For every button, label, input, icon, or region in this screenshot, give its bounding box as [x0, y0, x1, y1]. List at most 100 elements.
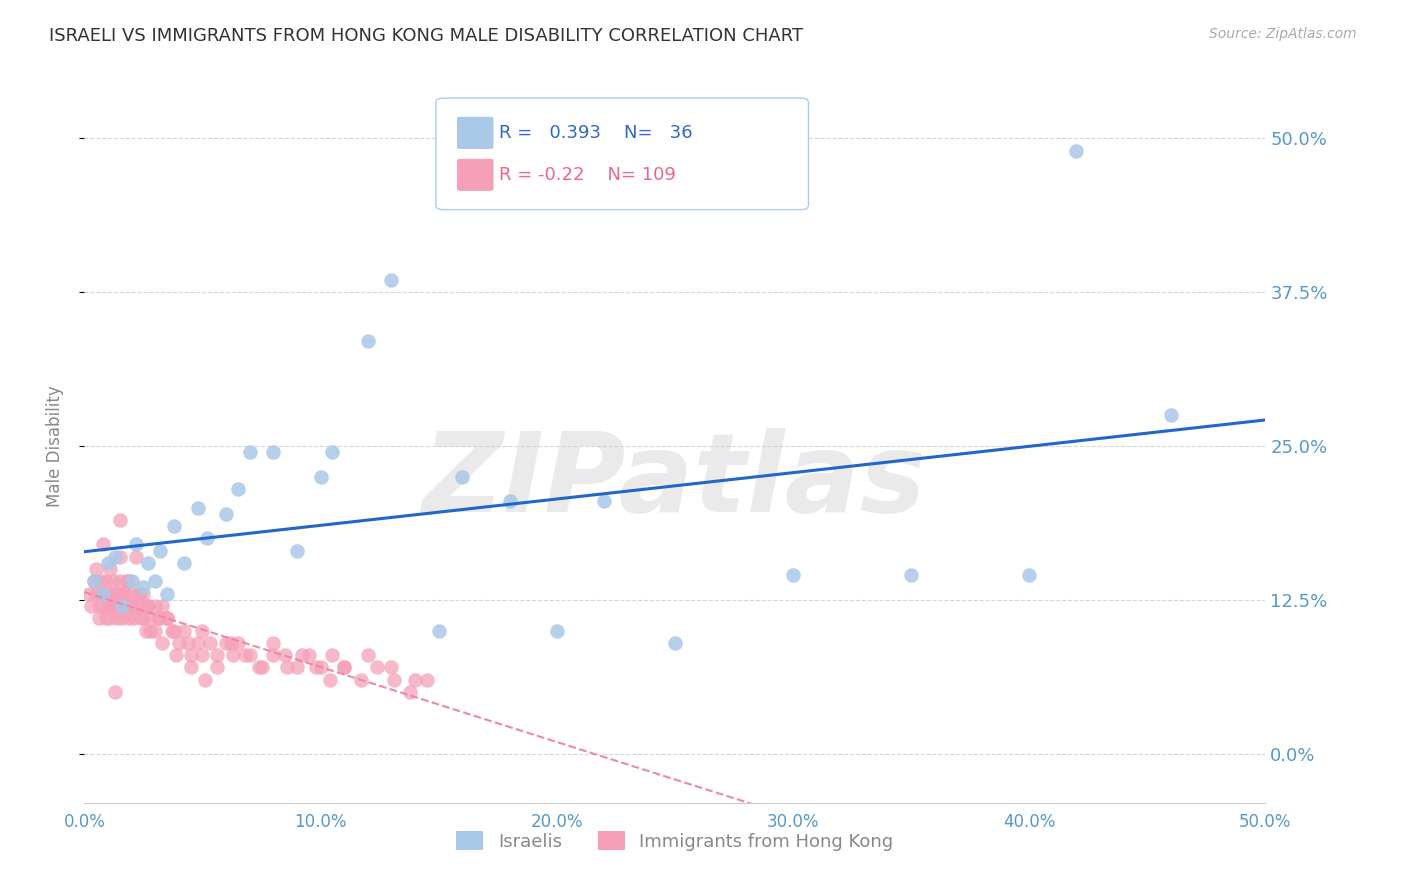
- Point: [1018, 568, 1040, 582]
- Point: [239, 648, 262, 662]
- Point: [111, 599, 134, 613]
- Point: [121, 599, 143, 613]
- Point: [149, 543, 172, 558]
- Point: [143, 599, 166, 613]
- Legend: Israelis, Immigrants from Hong Kong: Israelis, Immigrants from Hong Kong: [449, 824, 901, 858]
- Point: [380, 273, 402, 287]
- Point: [111, 587, 134, 601]
- Point: [128, 587, 150, 601]
- Point: [593, 494, 616, 508]
- Point: [94, 574, 117, 589]
- Point: [215, 507, 238, 521]
- Point: [1066, 144, 1088, 158]
- Point: [83, 574, 105, 589]
- Point: [91, 599, 114, 613]
- Point: [97, 599, 120, 613]
- Point: [122, 611, 145, 625]
- Point: [226, 636, 249, 650]
- Point: [156, 587, 179, 601]
- Point: [108, 549, 131, 564]
- Point: [309, 660, 332, 674]
- Point: [187, 636, 209, 650]
- Point: [333, 660, 356, 674]
- Point: [498, 494, 520, 508]
- Point: [262, 648, 284, 662]
- Point: [321, 648, 343, 662]
- Point: [104, 549, 127, 564]
- Point: [115, 574, 138, 589]
- Point: [180, 660, 202, 674]
- Point: [305, 660, 328, 674]
- Point: [298, 648, 321, 662]
- Point: [132, 581, 155, 595]
- Point: [94, 611, 117, 625]
- Point: [226, 482, 249, 496]
- Point: [250, 660, 273, 674]
- Point: [84, 587, 107, 601]
- Text: R =   0.393    N=   36: R = 0.393 N= 36: [499, 124, 693, 142]
- Text: Source: ZipAtlas.com: Source: ZipAtlas.com: [1209, 27, 1357, 41]
- Point: [77, 587, 100, 601]
- Point: [139, 611, 162, 625]
- Point: [366, 660, 388, 674]
- Point: [91, 587, 114, 601]
- Text: ISRAELI VS IMMIGRANTS FROM HONG KONG MALE DISABILITY CORRELATION CHART: ISRAELI VS IMMIGRANTS FROM HONG KONG MAL…: [49, 27, 803, 45]
- Point: [91, 537, 114, 551]
- Point: [205, 648, 228, 662]
- Point: [399, 685, 422, 699]
- Point: [90, 587, 112, 601]
- Point: [98, 587, 121, 601]
- Point: [132, 611, 155, 625]
- Point: [143, 624, 166, 638]
- Point: [380, 660, 402, 674]
- Point: [90, 574, 112, 589]
- Point: [180, 648, 202, 662]
- Point: [125, 549, 148, 564]
- Point: [177, 636, 200, 650]
- Point: [108, 513, 131, 527]
- Point: [108, 599, 131, 613]
- Point: [219, 636, 242, 650]
- Point: [125, 537, 148, 551]
- Point: [1160, 409, 1182, 423]
- Point: [132, 587, 155, 601]
- Point: [427, 624, 450, 638]
- Point: [118, 611, 141, 625]
- Point: [114, 599, 136, 613]
- Point: [194, 673, 217, 687]
- Text: R = -0.22    N= 109: R = -0.22 N= 109: [499, 166, 676, 184]
- Point: [98, 562, 121, 576]
- Point: [404, 673, 426, 687]
- Point: [291, 648, 314, 662]
- Point: [546, 624, 568, 638]
- Point: [91, 587, 114, 601]
- Point: [166, 648, 188, 662]
- Point: [160, 624, 183, 638]
- Point: [97, 587, 120, 601]
- Point: [104, 587, 127, 601]
- Point: [135, 624, 157, 638]
- Point: [173, 556, 195, 570]
- Point: [163, 624, 186, 638]
- Point: [121, 587, 143, 601]
- Point: [101, 574, 124, 589]
- Point: [262, 445, 284, 459]
- Point: [198, 636, 221, 650]
- Point: [276, 660, 298, 674]
- Point: [121, 599, 143, 613]
- Point: [274, 648, 297, 662]
- Point: [129, 611, 152, 625]
- Point: [149, 611, 172, 625]
- Point: [205, 660, 228, 674]
- Point: [136, 599, 159, 613]
- Point: [101, 599, 124, 613]
- Point: [262, 636, 284, 650]
- Point: [451, 469, 474, 483]
- Point: [87, 611, 110, 625]
- Point: [114, 587, 136, 601]
- Point: [104, 599, 127, 613]
- Point: [150, 599, 173, 613]
- Point: [782, 568, 804, 582]
- Point: [309, 469, 332, 483]
- Point: [107, 587, 129, 601]
